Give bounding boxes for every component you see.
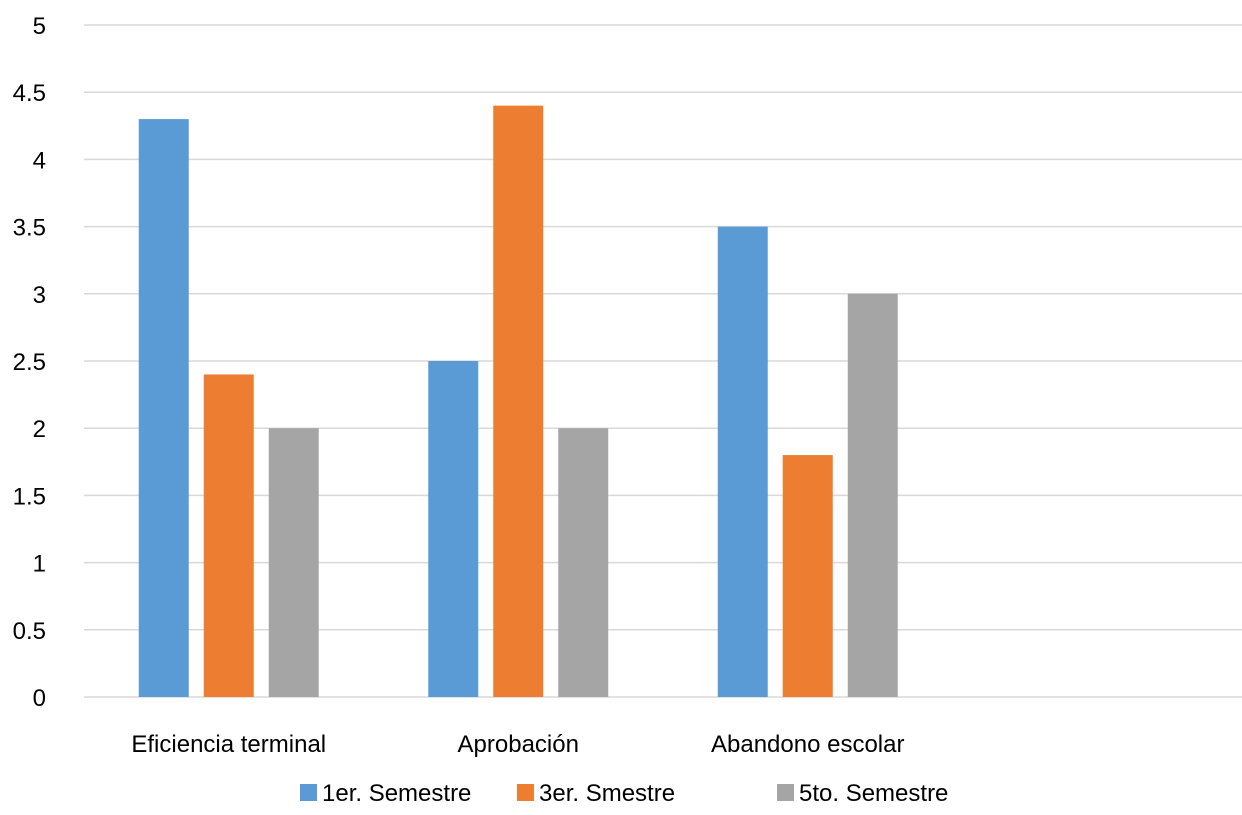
- bar-2-2: [493, 105, 544, 697]
- bar-2-1: [203, 374, 254, 697]
- y-tick-label: 1: [33, 551, 46, 578]
- bar-1-1: [138, 119, 189, 697]
- x-axis-category-labels: Eficiencia terminal Aprobación Abandono es…: [131, 731, 904, 758]
- y-tick-label: 4: [33, 147, 46, 174]
- bar-series: [138, 105, 898, 697]
- legend-swatch: [517, 784, 534, 801]
- legend-label: 3er. Smestre: [539, 780, 675, 807]
- y-tick-label: 0.5: [13, 618, 46, 645]
- legend-item: 3er. Smestre: [517, 780, 675, 807]
- y-tick-label: 3: [33, 282, 46, 309]
- bar-3-2: [558, 428, 609, 697]
- legend-swatch: [777, 784, 794, 801]
- x-category-label: Abandono escolar: [711, 731, 904, 758]
- bar-2-3: [782, 455, 833, 697]
- legend-swatch: [300, 784, 317, 801]
- legend-item: 5to. Semestre: [777, 780, 948, 807]
- bar-3-3: [847, 293, 898, 697]
- y-tick-label: 4.5: [13, 80, 46, 107]
- y-tick-label: 2: [33, 416, 46, 443]
- y-tick-label: 5: [33, 13, 46, 40]
- legend-label: 5to. Semestre: [799, 780, 948, 807]
- legend-label: 1er. Semestre: [322, 780, 471, 807]
- y-tick-label: 3.5: [13, 215, 46, 242]
- bar-1-2: [428, 361, 479, 697]
- y-tick-label: 1.5: [13, 483, 46, 510]
- gridlines: [84, 24, 1242, 698]
- bar-1-3: [717, 226, 768, 697]
- legend: 1er. Semestre 3er. Smestre 5to. Semestre: [300, 780, 948, 807]
- y-axis-tick-labels: 0 0.5 1 1.5 2 2.5 3 3.5 4 4.5 5: [13, 13, 46, 712]
- x-category-label: Eficiencia terminal: [131, 731, 326, 758]
- x-category-label: Aprobación: [458, 731, 579, 758]
- legend-item: 1er. Semestre: [300, 780, 471, 807]
- y-tick-label: 0: [33, 685, 46, 712]
- y-tick-label: 2.5: [13, 349, 46, 376]
- bar-3-1: [268, 428, 319, 697]
